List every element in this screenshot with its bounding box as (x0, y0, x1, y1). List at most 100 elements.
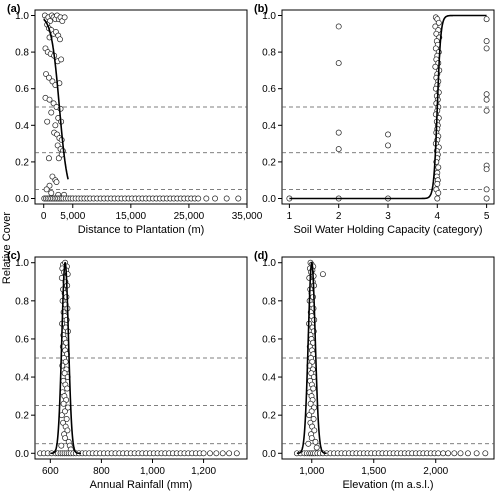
fitted-curve (50, 261, 81, 455)
data-point (58, 442, 65, 449)
fitted-curve (296, 261, 327, 455)
data-point (434, 195, 441, 202)
data-point (64, 385, 71, 392)
data-point (483, 195, 490, 202)
data-point (335, 146, 342, 153)
data-point (313, 444, 320, 451)
y-tick-label: 0.8 (15, 296, 29, 307)
data-point (385, 142, 391, 149)
y-tick-label: 1.0 (262, 258, 276, 269)
data-point (46, 96, 53, 103)
data-point (435, 164, 442, 171)
x-axis-label: Distance to Plantation (m) (78, 224, 205, 236)
x-tick-label: 25,000 (174, 211, 205, 222)
data-point (61, 408, 68, 415)
data-point (440, 450, 447, 457)
y-tick-label: 0.4 (15, 373, 29, 384)
x-tick-label: 35,000 (232, 211, 263, 222)
data-point (43, 186, 50, 193)
y-tick-label: 0.8 (15, 48, 29, 59)
data-point (53, 179, 60, 185)
x-tick-label: 2 (336, 211, 342, 222)
data-point (207, 450, 213, 457)
panel-label: (b) (254, 3, 268, 15)
x-tick-label: 1,000 (140, 466, 165, 477)
x-tick-label: 0 (41, 211, 47, 222)
y-tick-label: 0.8 (262, 48, 276, 59)
data-point (200, 450, 207, 457)
y-tick-label: 0.2 (15, 411, 29, 422)
x-tick-label: 1 (287, 211, 293, 222)
data-point (434, 180, 441, 187)
data-point (483, 166, 490, 173)
y-tick-label: 0.0 (15, 194, 29, 205)
panel-label: (c) (7, 250, 21, 262)
data-point (432, 63, 439, 70)
y-tick-label: 0.6 (262, 84, 276, 95)
data-point (195, 195, 202, 202)
data-point (311, 427, 318, 434)
data-point (465, 450, 471, 457)
x-tick-label: 600 (42, 466, 59, 477)
x-tick-label: 1,000 (299, 466, 324, 477)
data-point (435, 450, 442, 457)
data-point (483, 38, 490, 45)
data-point (62, 435, 69, 441)
data-point (482, 450, 489, 457)
data-point (385, 131, 391, 138)
data-point (45, 74, 52, 81)
y-tick-label: 0.6 (262, 334, 276, 345)
y-axis-label: Relative Cover (1, 212, 13, 284)
y-tick-label: 0.2 (15, 157, 29, 168)
data-point (58, 56, 65, 63)
data-point (48, 109, 55, 116)
x-tick-label: 1,200 (191, 466, 216, 477)
y-tick-label: 0.8 (262, 296, 276, 307)
data-point (335, 129, 342, 136)
fitted-curve (43, 18, 69, 180)
y-tick-label: 0.2 (262, 411, 276, 422)
data-point (233, 450, 240, 457)
data-point (235, 195, 242, 202)
data-point (335, 23, 342, 30)
data-point (48, 190, 55, 196)
x-tick-label: 800 (93, 466, 110, 477)
y-tick-label: 0.4 (15, 121, 29, 132)
x-axis-label: Elevation (m a.s.l.) (342, 479, 433, 491)
y-tick-label: 0.6 (15, 334, 29, 345)
y-tick-label: 0.2 (262, 157, 276, 168)
y-tick-label: 1.0 (15, 11, 29, 22)
data-point (457, 450, 464, 457)
data-point (310, 416, 317, 422)
data-point (483, 186, 490, 193)
panel-c: 0.0 0.2 0.4 0.6 0.8 1.0 600 800 1,000 1,200 Annual… (7, 250, 248, 491)
data-point (60, 400, 67, 407)
y-tick-label: 1.0 (262, 11, 276, 22)
data-point (212, 195, 219, 202)
data-point (483, 107, 490, 114)
data-point (435, 190, 442, 196)
panel-label: (a) (7, 3, 21, 15)
data-point (63, 416, 70, 422)
data-point (203, 195, 210, 202)
data-point (61, 370, 68, 377)
data-point (451, 450, 458, 457)
x-tick-label: 15,000 (116, 211, 147, 222)
data-point (57, 36, 63, 43)
y-tick-label: 0.4 (262, 121, 276, 132)
y-tick-label: 0.6 (15, 84, 29, 95)
data-point (483, 96, 490, 103)
x-tick-label: 3 (385, 211, 391, 222)
y-tick-label: 1.0 (15, 258, 29, 269)
data-point (483, 16, 490, 23)
data-point (64, 427, 71, 434)
data-point (483, 91, 490, 98)
y-tick-label: 0.0 (262, 449, 276, 460)
data-point (44, 118, 51, 125)
x-tick-label: 2,000 (423, 466, 448, 477)
data-point (483, 45, 490, 52)
data-point (435, 19, 442, 26)
x-tick-label: 1,500 (361, 466, 386, 477)
